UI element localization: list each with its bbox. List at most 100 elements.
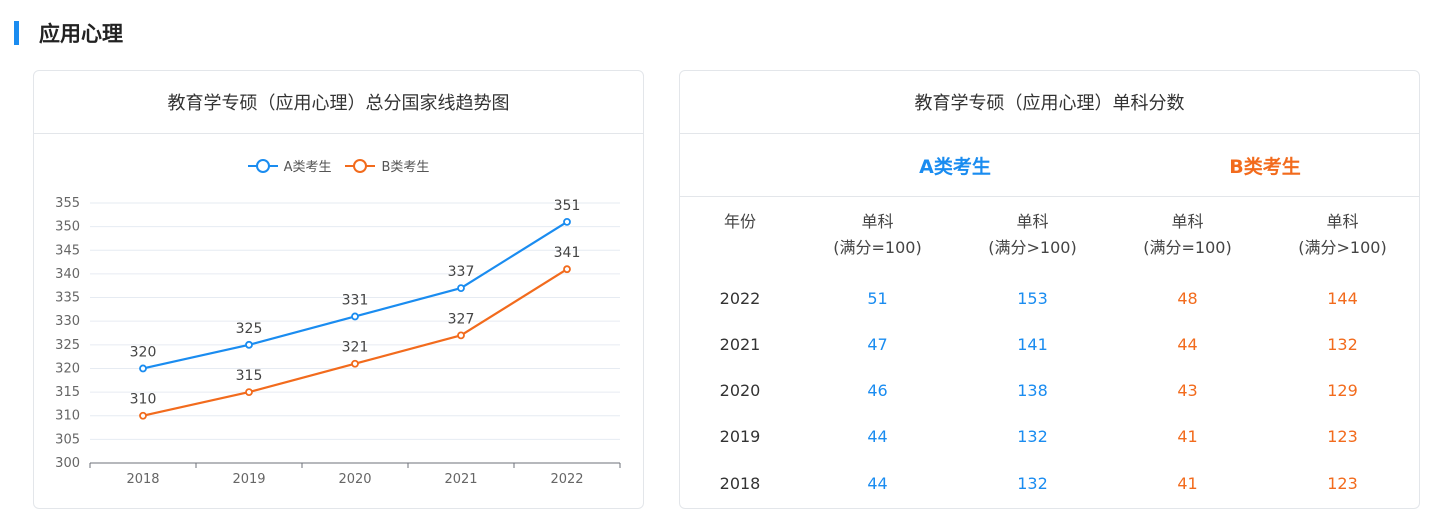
year-cell: 2019 xyxy=(719,427,761,446)
x-tick-label: 2019 xyxy=(232,472,265,487)
table-row: 2022 51 153 48 144 xyxy=(680,286,1421,312)
score-cell: 138 xyxy=(1017,381,1048,400)
data-point xyxy=(351,359,359,368)
table-row: 2021 47 141 44 132 xyxy=(680,332,1421,358)
score-cell: 47 xyxy=(867,335,888,354)
data-point xyxy=(245,340,253,349)
data-label: 320 xyxy=(130,344,157,360)
data-point xyxy=(457,284,465,292)
score-cell: 46 xyxy=(867,381,888,400)
section-title: 应用心理 xyxy=(39,22,123,46)
column-header-line1: 单科 xyxy=(1326,212,1359,231)
score-cell: 153 xyxy=(1017,289,1048,308)
x-tick-label: 2022 xyxy=(550,472,583,487)
data-label: 351 xyxy=(554,198,581,214)
data-label: 327 xyxy=(448,311,475,327)
column-header-line1: 单科 xyxy=(1171,212,1204,231)
y-tick-label: 315 xyxy=(55,385,80,400)
section-accent-bar xyxy=(14,21,19,45)
y-tick-label: 320 xyxy=(55,361,80,376)
group-a-label: A类考生 xyxy=(919,155,991,178)
data-point xyxy=(245,388,253,396)
y-tick-label: 335 xyxy=(55,291,80,306)
y-tick-label: 305 xyxy=(55,432,80,447)
score-cell: 43 xyxy=(1177,381,1198,400)
data-label: 310 xyxy=(130,392,157,408)
score-cell: 51 xyxy=(867,289,888,308)
score-cell: 132 xyxy=(1327,335,1358,354)
x-tick-label: 2018 xyxy=(126,472,159,487)
score-cell: 44 xyxy=(867,427,888,446)
section-header: 应用心理 xyxy=(14,20,123,46)
group-b-label: B类考生 xyxy=(1229,155,1301,178)
year-cell: 2022 xyxy=(719,289,761,308)
column-header-line2: (满分>100) xyxy=(1298,238,1387,257)
x-tick-label: 2020 xyxy=(338,472,371,487)
score-table-card: 教育学专硕（应用心理）单科分数 A类考生 B类考生 年份 单科 (满分=100) 单科… xyxy=(679,70,1420,509)
score-cell: 41 xyxy=(1177,427,1198,446)
column-header: 年份 xyxy=(680,209,800,261)
score-cell: 44 xyxy=(1177,335,1198,354)
chart-legend: A类考生 B类考生 xyxy=(34,156,643,175)
column-header: 单科 (满分=100) xyxy=(1110,209,1265,261)
data-point xyxy=(563,218,571,226)
y-tick-label: 310 xyxy=(55,409,80,424)
y-tick-label: 345 xyxy=(55,243,80,258)
chart-card-title: 教育学专硕（应用心理）总分国家线趋势图 xyxy=(34,71,643,134)
score-cell: 44 xyxy=(867,474,888,493)
line-chart: 300 305 310 315 320 325 330 335 340 345 350 355 2018… xyxy=(55,196,621,487)
column-header-line1: 年份 xyxy=(723,212,756,231)
score-cell: 123 xyxy=(1327,427,1358,446)
column-header: 单科 (满分>100) xyxy=(955,209,1110,261)
y-tick-label: 340 xyxy=(55,267,80,282)
data-label: 337 xyxy=(448,264,475,280)
legend-label-b: B类考生 xyxy=(381,160,430,175)
data-label: 325 xyxy=(236,321,263,337)
column-header: 单科 (满分=100) xyxy=(800,209,955,261)
legend-marker-b xyxy=(345,158,376,173)
score-cell: 132 xyxy=(1017,427,1048,446)
table-row: 2020 46 138 43 129 xyxy=(680,378,1421,404)
data-point xyxy=(351,312,359,321)
data-label: 315 xyxy=(236,368,263,384)
table-row: 2019 44 132 41 123 xyxy=(680,424,1421,450)
score-cell: 123 xyxy=(1327,474,1358,493)
data-label: 341 xyxy=(554,245,581,261)
column-header-line2: (满分=100) xyxy=(1143,238,1232,257)
score-cell: 129 xyxy=(1327,381,1358,400)
score-cell: 141 xyxy=(1017,335,1048,354)
y-tick-label: 325 xyxy=(55,338,80,353)
score-cell: 48 xyxy=(1177,289,1198,308)
year-cell: 2020 xyxy=(719,381,761,400)
score-cell: 144 xyxy=(1327,289,1358,308)
data-label: 331 xyxy=(342,292,369,308)
legend-label-a: A类考生 xyxy=(283,160,332,175)
data-label: 321 xyxy=(342,340,369,356)
x-tick-label: 2021 xyxy=(444,472,477,487)
data-point xyxy=(139,364,147,373)
score-cell: 41 xyxy=(1177,474,1198,493)
data-point xyxy=(457,331,465,340)
y-tick-label: 350 xyxy=(55,220,80,235)
table-header-row: 年份 单科 (满分=100) 单科 (满分>100) 单科 (满分=100) 单科 (满分>10… xyxy=(680,209,1421,261)
trend-chart-card: 教育学专硕（应用心理）总分国家线趋势图 A类考生 B类考生 300 305 310 3… xyxy=(33,70,644,509)
data-point xyxy=(563,265,571,274)
column-header-line2: (满分=100) xyxy=(833,238,922,257)
year-cell: 2018 xyxy=(719,474,761,493)
y-tick-label: 330 xyxy=(55,314,80,329)
legend-marker-a xyxy=(247,158,278,173)
score-cell: 132 xyxy=(1017,474,1048,493)
y-tick-label: 300 xyxy=(55,456,80,471)
year-cell: 2021 xyxy=(719,335,761,354)
legend-item-b[interactable]: B类考生 xyxy=(345,156,429,175)
column-header: 单科 (满分>100) xyxy=(1265,209,1420,261)
column-header-line2: (满分>100) xyxy=(988,238,1077,257)
y-tick-label: 355 xyxy=(55,196,80,211)
table-group-header: A类考生 B类考生 xyxy=(680,134,1419,197)
table-row: 2018 44 132 41 123 xyxy=(680,471,1421,497)
data-point xyxy=(139,411,147,420)
legend-item-a[interactable]: A类考生 xyxy=(247,156,332,175)
table-card-title: 教育学专硕（应用心理）单科分数 xyxy=(680,71,1419,134)
column-header-line1: 单科 xyxy=(1016,212,1049,231)
column-header-line1: 单科 xyxy=(861,212,894,231)
